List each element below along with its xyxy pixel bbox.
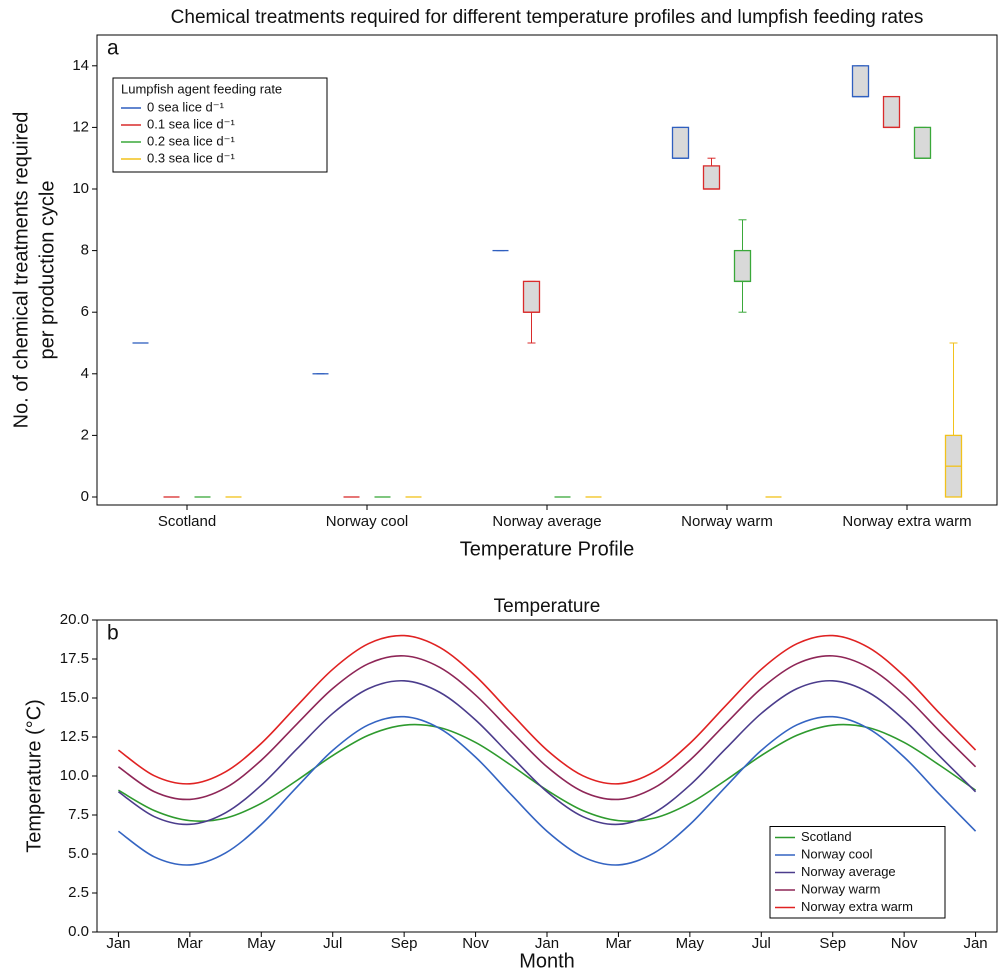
legend-title: Lumpfish agent feeding rate: [121, 81, 282, 96]
legend-label: 0.2 sea lice d⁻¹: [147, 133, 235, 148]
x-tick-label: Norway average: [492, 513, 601, 530]
legend-label: Norway cool: [801, 846, 873, 861]
y-tick-label: 17.5: [60, 650, 89, 667]
y-tick-label: 0: [81, 488, 89, 505]
x-tick-label: May: [247, 935, 276, 952]
x-tick-label: Sep: [819, 935, 846, 952]
legend-label: Scotland: [801, 829, 852, 844]
x-axis-label: Temperature Profile: [460, 538, 635, 560]
y-tick-label: 6: [81, 303, 89, 320]
x-tick-label: Mar: [177, 935, 203, 952]
legend-box: [112, 77, 328, 173]
legend-label: 0 sea lice d⁻¹: [147, 99, 225, 114]
y-tick-label: 7.5: [68, 806, 89, 823]
x-tick-label: Jan: [535, 935, 559, 952]
x-tick-label: Norway cool: [326, 513, 409, 530]
x-tick-label: Scotland: [158, 513, 216, 530]
x-tick-label: Jul: [323, 935, 342, 952]
box: [702, 165, 721, 190]
x-tick-label: Norway extra warm: [842, 513, 971, 530]
line: [117, 715, 977, 866]
box: [671, 126, 690, 159]
chart-title: Temperature: [494, 596, 601, 617]
y-tick-label: 15.0: [60, 689, 89, 706]
y-axis-label: per production cycle: [36, 181, 58, 360]
y-tick-label: 10: [72, 180, 89, 197]
y-tick-label: 8: [81, 242, 89, 259]
line: [118, 723, 977, 822]
y-tick-label: 2.5: [68, 884, 89, 901]
y-tick-label: 14: [72, 57, 89, 74]
box: [913, 126, 932, 159]
legend-box: [769, 826, 946, 919]
panel-label: a: [107, 37, 119, 60]
y-axis-label: Temperature (°C): [23, 699, 45, 853]
legend-label: 0.3 sea lice d⁻¹: [147, 150, 235, 165]
chart-title: Chemical treatments required for differe…: [171, 7, 924, 28]
x-tick-label: Norway warm: [681, 513, 773, 530]
y-tick-label: 0.0: [68, 923, 89, 940]
x-tick-label: Sep: [391, 935, 418, 952]
line: [117, 655, 977, 801]
box: [851, 65, 870, 98]
y-tick-label: 4: [81, 365, 89, 382]
x-tick-label: Mar: [606, 935, 632, 952]
legend-label: Norway warm: [801, 881, 880, 896]
x-tick-label: Jan: [106, 935, 130, 952]
box: [522, 280, 541, 313]
x-tick-label: Jan: [963, 935, 987, 952]
x-tick-label: Jul: [752, 935, 771, 952]
box: [733, 249, 752, 283]
x-tick-label: May: [676, 935, 705, 952]
y-tick-label: 12.5: [60, 728, 89, 745]
box: [882, 95, 901, 129]
y-axis-label: No. of chemical treatments required: [10, 112, 32, 429]
x-axis-label: Month: [519, 950, 575, 972]
legend-label: 0.1 sea lice d⁻¹: [147, 116, 235, 131]
x-tick-label: Nov: [462, 935, 489, 952]
y-tick-label: 20.0: [60, 611, 89, 628]
y-tick-label: 10.0: [60, 767, 89, 784]
panel-label: b: [107, 622, 119, 645]
y-tick-label: 2: [81, 426, 89, 443]
x-tick-label: Nov: [891, 935, 918, 952]
legend-label: Norway average: [801, 864, 896, 879]
y-tick-label: 5.0: [68, 845, 89, 862]
line: [117, 679, 977, 826]
line: [117, 634, 977, 785]
legend-label: Norway extra warm: [801, 899, 913, 914]
y-tick-label: 12: [72, 118, 89, 135]
